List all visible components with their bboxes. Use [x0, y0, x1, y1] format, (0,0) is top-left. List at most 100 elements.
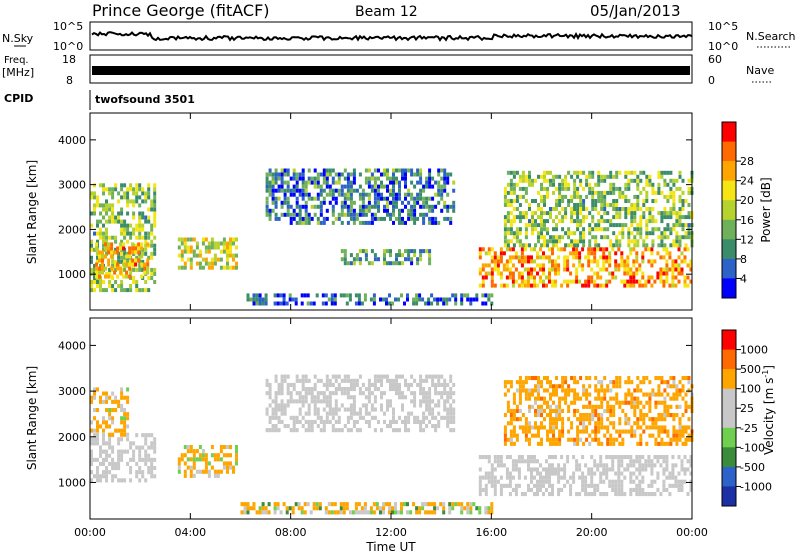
heatmap-cell	[298, 378, 302, 383]
heatmap-cell	[216, 457, 220, 462]
heatmap-cell	[315, 293, 319, 298]
heatmap-cell	[131, 250, 135, 255]
heatmap-cell	[304, 208, 308, 213]
heatmap-cell	[132, 203, 136, 208]
heatmap-cell	[316, 220, 320, 225]
heatmap-cell	[372, 293, 376, 298]
heatmap-cell	[349, 192, 353, 197]
heatmap-cell	[107, 262, 111, 267]
heatmap-cell	[419, 176, 423, 181]
heatmap-cell	[499, 283, 503, 288]
heatmap-cell	[111, 445, 115, 450]
heatmap-cell	[512, 433, 516, 438]
heatmap-cell	[542, 263, 545, 268]
heatmap-cell	[611, 247, 615, 252]
heatmap-cell	[204, 461, 208, 466]
heatmap-cell	[517, 459, 521, 464]
heatmap-cell	[564, 231, 568, 236]
heatmap-cell	[132, 199, 136, 204]
heatmap-cell	[277, 382, 281, 387]
heatmap-cell	[581, 283, 585, 288]
heatmap-cell	[555, 227, 558, 232]
heatmap-cell	[505, 455, 509, 460]
heatmap-cell	[198, 261, 202, 266]
heatmap-cell	[346, 261, 350, 266]
heatmap-cell	[674, 267, 678, 272]
heatmap-cell	[186, 257, 190, 262]
heatmap-cell	[316, 399, 320, 404]
heatmap-cell	[434, 387, 438, 392]
heatmap-cell	[416, 415, 420, 420]
heatmap-cell	[252, 502, 256, 507]
heatmap-cell	[657, 384, 661, 389]
heatmap-cell	[425, 407, 429, 412]
heatmap-cell	[93, 395, 96, 400]
heatmap-cell	[111, 408, 115, 413]
heatmap-cell	[422, 188, 426, 193]
heatmap-cell	[514, 467, 518, 472]
heatmap-cell	[413, 403, 417, 408]
heatmap-cell	[93, 203, 96, 208]
heatmap-cell	[189, 457, 193, 462]
heatmap-cell	[582, 235, 586, 240]
heatmap-cell	[600, 178, 604, 183]
heatmap-cell	[274, 415, 278, 420]
heatmap-cell	[490, 271, 494, 276]
heatmap-cell	[533, 283, 536, 288]
heatmap-cell	[96, 441, 99, 446]
heatmap-cell	[672, 384, 676, 389]
heatmap-cell	[339, 506, 343, 511]
heatmap-cell	[354, 506, 358, 511]
heatmap-cell	[555, 199, 558, 203]
heatmap-cell	[280, 391, 284, 396]
heatmap-cell	[663, 388, 667, 393]
heatmap-cell	[431, 216, 435, 221]
heatmap-cell	[261, 506, 265, 511]
heatmap-cell	[533, 275, 536, 280]
heatmap-cell	[644, 247, 648, 252]
heatmap-cell	[422, 395, 426, 400]
heatmap-cell	[602, 267, 606, 272]
heatmap-cell	[377, 387, 380, 392]
heatmap-cell	[490, 279, 494, 284]
heatmap-cell	[125, 274, 129, 279]
heatmap-cell	[361, 188, 365, 193]
heatmap-cell	[582, 219, 586, 224]
heatmap-cell	[385, 297, 388, 302]
heatmap-cell	[629, 251, 633, 256]
heatmap-cell	[331, 176, 335, 181]
heatmap-cell	[527, 283, 530, 288]
heatmap-cell	[440, 168, 444, 173]
heatmap-cell	[629, 479, 633, 484]
heatmap-cell	[283, 192, 287, 197]
heatmap-cell	[117, 453, 121, 458]
heatmap-cell	[292, 424, 296, 429]
heatmap-cell	[120, 288, 124, 293]
heatmap-cell	[108, 191, 112, 196]
heatmap-cell	[515, 437, 519, 442]
heatmap-cell	[391, 506, 394, 511]
heatmap-cell	[99, 424, 102, 429]
heatmap-cell	[582, 392, 586, 397]
heatmap-cell	[210, 261, 214, 266]
heatmap-cell	[563, 255, 567, 260]
velocity-colorbar-label-end: ]	[762, 365, 776, 370]
heatmap-cell	[364, 208, 368, 213]
heatmap-cell	[666, 433, 670, 438]
heatmap-cell	[99, 474, 102, 479]
heatmap-cell	[484, 492, 488, 497]
heatmap-cell	[594, 408, 598, 413]
heatmap-cell	[289, 382, 293, 387]
heatmap-cell	[102, 461, 105, 466]
heatmap-cell	[292, 382, 296, 387]
heatmap-cell	[478, 510, 482, 515]
heatmap-cell	[636, 199, 640, 203]
heatmap-cell	[542, 251, 545, 256]
heatmap-cell	[517, 471, 521, 476]
heatmap-cell	[232, 465, 235, 470]
heatmap-cell	[288, 506, 292, 511]
heatmap-cell	[660, 211, 664, 216]
heatmap-cell	[443, 415, 447, 420]
heatmap-cell	[597, 380, 601, 385]
heatmap-cell	[561, 227, 565, 232]
